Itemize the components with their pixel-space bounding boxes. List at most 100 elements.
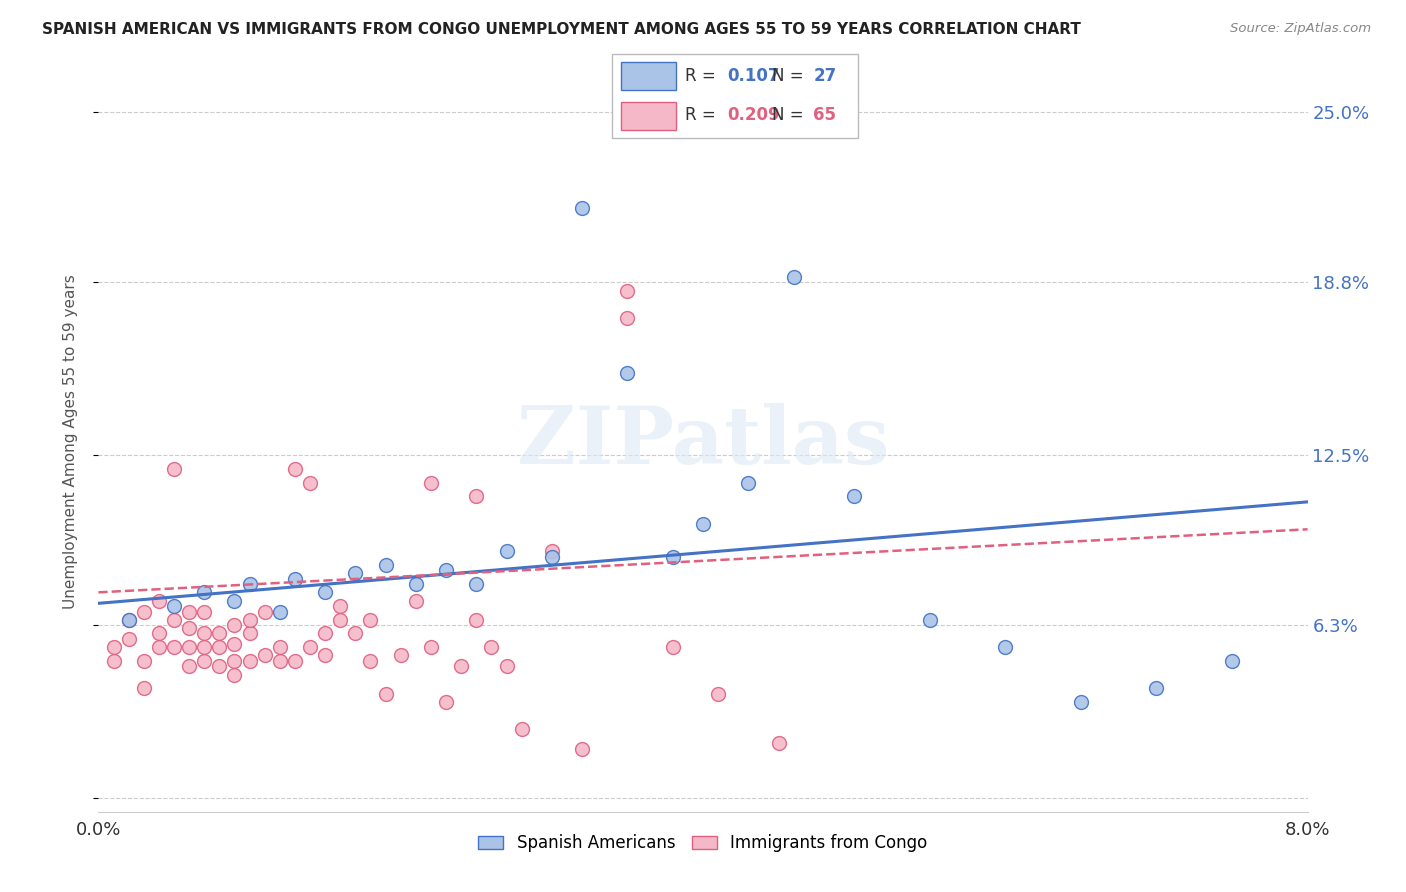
- Point: [344, 566, 367, 581]
- Text: R =: R =: [686, 68, 721, 86]
- Point: [540, 549, 562, 564]
- Point: [284, 572, 307, 586]
- Point: [783, 270, 806, 285]
- Text: N =: N =: [772, 68, 808, 86]
- Point: [420, 640, 443, 655]
- Point: [994, 640, 1017, 655]
- Point: [299, 475, 322, 490]
- Point: [269, 605, 291, 619]
- Point: [1146, 681, 1168, 696]
- Point: [434, 563, 457, 577]
- Point: [179, 605, 201, 619]
- Point: [465, 613, 488, 627]
- Point: [148, 593, 170, 607]
- Point: [284, 462, 307, 476]
- Text: 65: 65: [813, 106, 837, 124]
- Point: [103, 654, 125, 668]
- Point: [208, 626, 231, 640]
- Text: 0.107: 0.107: [727, 68, 780, 86]
- Point: [360, 613, 382, 627]
- Point: [495, 659, 517, 673]
- Point: [360, 654, 382, 668]
- Point: [405, 577, 427, 591]
- Point: [118, 632, 141, 646]
- Point: [224, 618, 246, 632]
- Point: [737, 475, 759, 490]
- Point: [224, 667, 246, 681]
- Point: [465, 489, 488, 503]
- Point: [314, 648, 336, 663]
- Point: [239, 613, 262, 627]
- Point: [1220, 654, 1243, 668]
- Bar: [621, 62, 675, 90]
- Point: [329, 599, 352, 613]
- Point: [148, 640, 170, 655]
- Point: [193, 654, 215, 668]
- Point: [253, 605, 276, 619]
- Point: [208, 640, 231, 655]
- Point: [208, 659, 231, 673]
- Point: [193, 640, 215, 655]
- Point: [148, 626, 170, 640]
- Point: [299, 640, 322, 655]
- Point: [163, 613, 186, 627]
- Point: [510, 723, 533, 737]
- Point: [132, 681, 155, 696]
- Point: [314, 585, 336, 599]
- Point: [193, 585, 215, 599]
- Point: [707, 687, 730, 701]
- Text: 27: 27: [813, 68, 837, 86]
- Point: [118, 613, 141, 627]
- Point: [661, 640, 683, 655]
- Point: [163, 599, 186, 613]
- Point: [193, 626, 215, 640]
- Point: [329, 613, 352, 627]
- Point: [571, 202, 593, 216]
- Point: [844, 489, 866, 503]
- Point: [465, 577, 488, 591]
- Point: [571, 741, 593, 756]
- Point: [616, 284, 638, 298]
- Bar: [621, 102, 675, 130]
- Point: [374, 558, 396, 572]
- Point: [481, 640, 503, 655]
- Point: [405, 593, 427, 607]
- Point: [616, 311, 638, 326]
- Point: [540, 544, 562, 558]
- Y-axis label: Unemployment Among Ages 55 to 59 years: Unemployment Among Ages 55 to 59 years: [63, 274, 77, 609]
- Point: [918, 613, 941, 627]
- Point: [314, 626, 336, 640]
- Point: [179, 640, 201, 655]
- Point: [269, 654, 291, 668]
- Point: [768, 736, 790, 750]
- Text: 0.209: 0.209: [727, 106, 780, 124]
- Point: [103, 640, 125, 655]
- Text: N =: N =: [772, 106, 808, 124]
- Point: [224, 637, 246, 651]
- Point: [253, 648, 276, 663]
- Point: [450, 659, 472, 673]
- Point: [239, 577, 262, 591]
- Point: [224, 654, 246, 668]
- Text: Source: ZipAtlas.com: Source: ZipAtlas.com: [1230, 22, 1371, 36]
- Point: [118, 613, 141, 627]
- Point: [163, 462, 186, 476]
- Point: [389, 648, 412, 663]
- Point: [193, 605, 215, 619]
- Point: [692, 516, 714, 531]
- Point: [616, 366, 638, 380]
- Point: [132, 605, 155, 619]
- Point: [434, 695, 457, 709]
- Point: [179, 621, 201, 635]
- Point: [179, 659, 201, 673]
- Text: ZIPatlas: ZIPatlas: [517, 402, 889, 481]
- Point: [239, 654, 262, 668]
- Point: [495, 544, 517, 558]
- Point: [1070, 695, 1092, 709]
- Point: [284, 654, 307, 668]
- Point: [239, 626, 262, 640]
- Text: SPANISH AMERICAN VS IMMIGRANTS FROM CONGO UNEMPLOYMENT AMONG AGES 55 TO 59 YEARS: SPANISH AMERICAN VS IMMIGRANTS FROM CONG…: [42, 22, 1081, 37]
- Point: [163, 640, 186, 655]
- Point: [344, 626, 367, 640]
- Point: [224, 593, 246, 607]
